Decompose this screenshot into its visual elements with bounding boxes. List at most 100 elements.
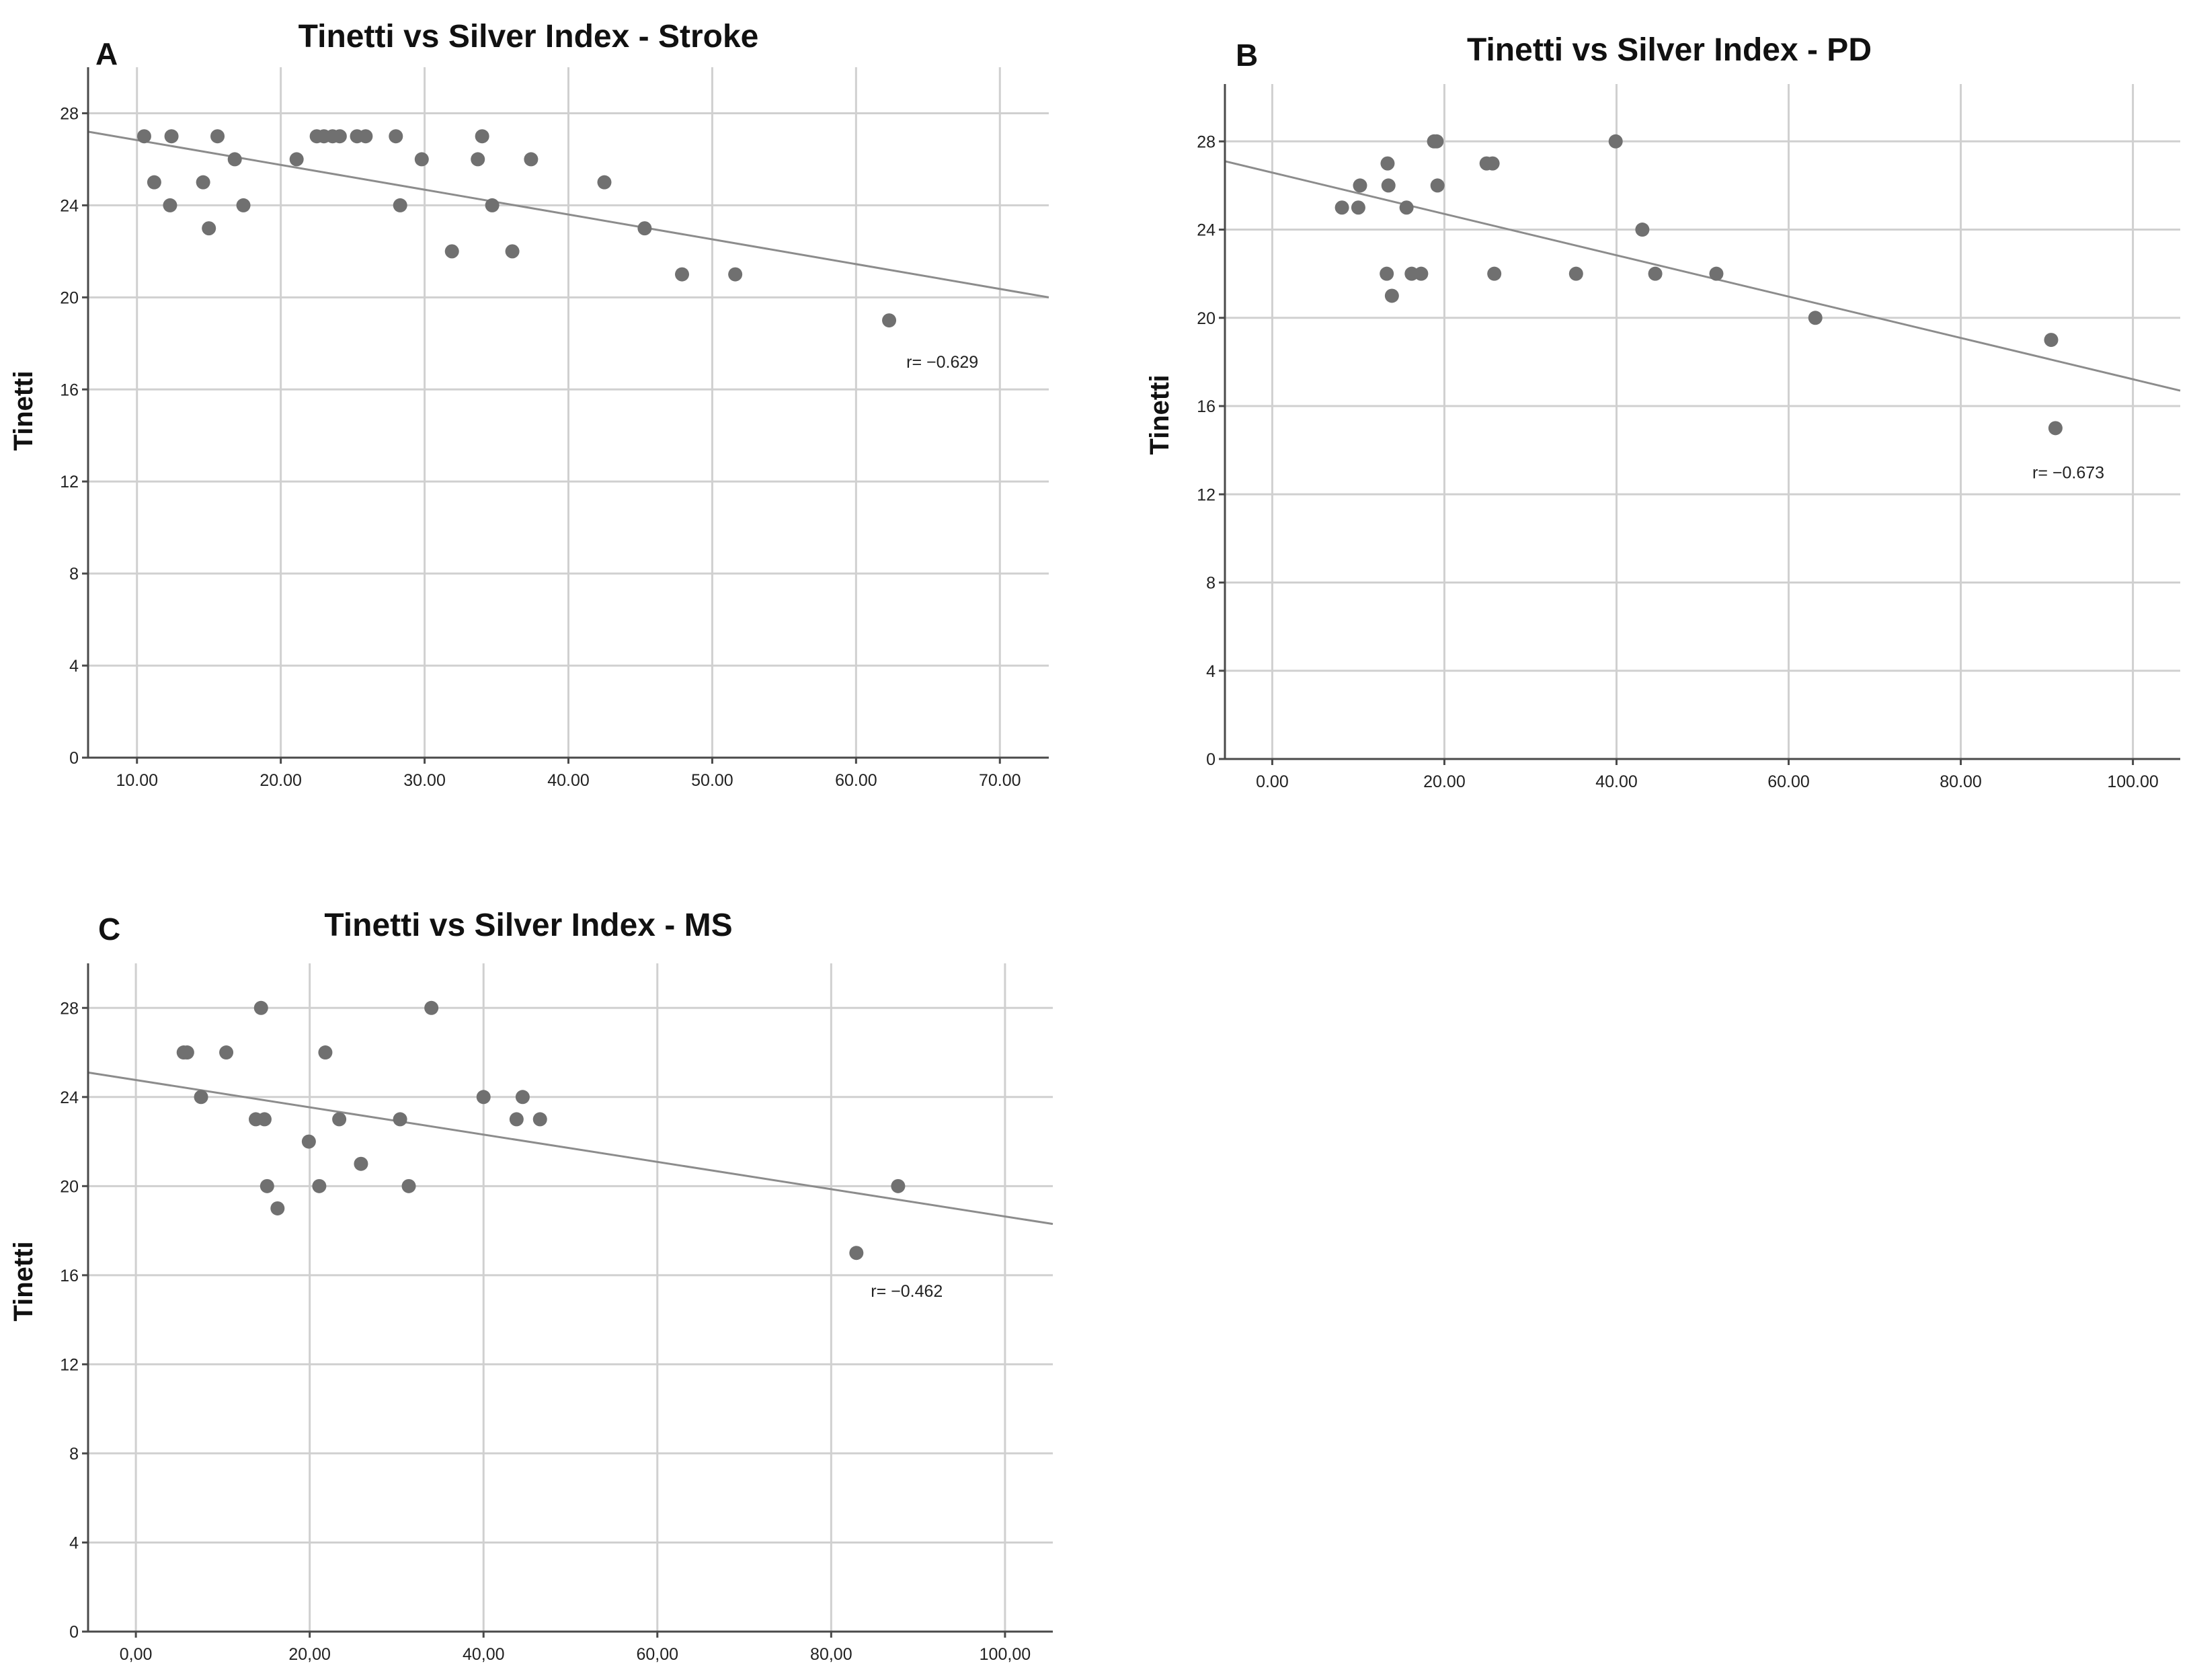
x-tick-labels-stroke: 10.00 20.00 30.00 40.00 50.00 60.00 70.00 bbox=[116, 758, 1021, 790]
data-point-pd bbox=[1485, 156, 1500, 171]
y-tick-label-ms: 16 bbox=[60, 1267, 79, 1285]
data-points-stroke bbox=[136, 129, 897, 328]
data-point-stroke bbox=[147, 175, 161, 190]
gridlines-stroke bbox=[88, 67, 1049, 758]
data-point-ms bbox=[332, 1112, 347, 1127]
data-point-ms bbox=[180, 1045, 194, 1060]
data-point-stroke bbox=[332, 129, 347, 144]
data-point-pd bbox=[1351, 200, 1365, 215]
data-point-pd bbox=[2044, 333, 2059, 348]
data-point-stroke bbox=[674, 267, 689, 282]
y-axis-label-pd: Tinetti bbox=[1145, 374, 1174, 454]
x-tick-labels-ms: 0,00 20,00 40,00 60,00 80,00 100,00 bbox=[120, 1632, 1031, 1664]
data-point-ms bbox=[354, 1156, 368, 1171]
data-point-stroke bbox=[358, 129, 373, 144]
x-tick-label-stroke: 50.00 bbox=[691, 771, 733, 790]
gridlines-pd bbox=[1225, 84, 2180, 759]
y-tick-labels-ms: 0 4 8 12 16 20 24 28 bbox=[60, 999, 88, 1642]
data-point-ms bbox=[891, 1178, 906, 1193]
y-tick-label-ms: 0 bbox=[69, 1623, 79, 1642]
data-point-stroke bbox=[136, 129, 151, 144]
y-axis-label-stroke: Tinetti bbox=[9, 370, 38, 450]
data-point-stroke bbox=[444, 244, 459, 259]
data-point-stroke bbox=[163, 198, 177, 212]
y-axis-label-ms: Tinetti bbox=[9, 1241, 38, 1321]
data-point-ms bbox=[301, 1134, 316, 1149]
panel-letter-c: C bbox=[98, 912, 120, 947]
y-tick-label-pd: 0 bbox=[1206, 750, 1216, 769]
x-tick-label-ms: 0,00 bbox=[120, 1645, 153, 1664]
x-tick-label-pd: 80.00 bbox=[1940, 772, 1982, 791]
y-tick-label-pd: 4 bbox=[1206, 662, 1216, 681]
data-points-pd bbox=[1334, 134, 2063, 436]
gridlines-ms bbox=[88, 963, 1053, 1632]
data-point-stroke bbox=[505, 244, 520, 259]
data-point-stroke bbox=[882, 313, 897, 328]
y-tick-label-stroke: 8 bbox=[69, 565, 79, 584]
x-tick-label-ms: 40,00 bbox=[463, 1645, 505, 1664]
data-point-stroke bbox=[475, 129, 489, 144]
x-tick-label-ms: 20,00 bbox=[288, 1645, 331, 1664]
data-point-pd bbox=[1380, 266, 1394, 281]
chart-panel-ms: C Tinetti vs Silver Index - MS Tinetti 0… bbox=[9, 908, 1053, 1664]
data-point-stroke bbox=[728, 267, 743, 282]
data-point-ms bbox=[401, 1178, 416, 1193]
data-point-stroke bbox=[597, 175, 612, 190]
x-tick-label-ms: 80,00 bbox=[810, 1645, 852, 1664]
data-point-pd bbox=[1648, 266, 1663, 281]
y-tick-label-ms: 12 bbox=[60, 1355, 79, 1374]
correlation-annotation-stroke: r= −0.629 bbox=[906, 353, 978, 372]
y-tick-label-pd: 28 bbox=[1197, 132, 1216, 151]
data-point-ms bbox=[219, 1045, 234, 1060]
data-point-stroke bbox=[485, 198, 500, 212]
chart-panel-pd: B Tinetti vs Silver Index - PD Tinetti 0… bbox=[1145, 32, 2181, 791]
y-tick-labels-pd: 0 4 8 12 16 20 24 28 bbox=[1197, 132, 1225, 769]
data-point-ms bbox=[393, 1112, 407, 1127]
x-tick-label-pd: 100.00 bbox=[2107, 772, 2158, 791]
y-tick-label-ms: 8 bbox=[69, 1445, 79, 1464]
data-point-ms bbox=[257, 1112, 272, 1127]
data-point-ms bbox=[260, 1178, 274, 1193]
y-tick-label-stroke: 28 bbox=[60, 104, 79, 123]
chart-panel-stroke: A Tinetti vs Silver Index - Stroke Tinet… bbox=[9, 19, 1049, 790]
y-tick-label-stroke: 24 bbox=[60, 196, 79, 215]
data-point-pd bbox=[1608, 134, 1623, 149]
y-tick-label-stroke: 4 bbox=[69, 657, 79, 676]
data-point-ms bbox=[532, 1112, 547, 1127]
data-point-ms bbox=[253, 1000, 268, 1015]
data-point-stroke bbox=[524, 152, 539, 167]
y-tick-label-pd: 24 bbox=[1197, 221, 1216, 240]
data-point-stroke bbox=[164, 129, 179, 144]
data-point-ms bbox=[849, 1246, 864, 1261]
data-point-pd bbox=[1709, 266, 1724, 281]
data-point-pd bbox=[2048, 421, 2063, 436]
x-tick-label-ms: 60,00 bbox=[636, 1645, 678, 1664]
data-point-stroke bbox=[289, 152, 304, 167]
x-tick-labels-pd: 0.00 20.00 40.00 60.00 80.00 100.00 bbox=[1256, 759, 2159, 791]
data-point-ms bbox=[270, 1201, 285, 1215]
y-tick-label-pd: 20 bbox=[1197, 309, 1216, 328]
axes-ms bbox=[87, 963, 1053, 1633]
x-tick-label-stroke: 60.00 bbox=[835, 771, 877, 790]
data-point-pd bbox=[1380, 156, 1395, 171]
y-tick-label-stroke: 12 bbox=[60, 473, 79, 491]
data-point-ms bbox=[318, 1045, 333, 1060]
data-point-pd bbox=[1430, 178, 1445, 193]
data-point-pd bbox=[1381, 178, 1396, 193]
data-point-pd bbox=[1808, 311, 1823, 325]
y-tick-label-ms: 4 bbox=[69, 1533, 79, 1552]
y-tick-label-pd: 16 bbox=[1197, 397, 1216, 416]
y-tick-label-ms: 24 bbox=[60, 1088, 79, 1107]
x-tick-label-pd: 60.00 bbox=[1767, 772, 1810, 791]
x-tick-label-ms: 100,00 bbox=[980, 1645, 1031, 1664]
x-tick-label-stroke: 20.00 bbox=[260, 771, 302, 790]
x-tick-label-pd: 40.00 bbox=[1595, 772, 1638, 791]
panel-letter-b: B bbox=[1236, 38, 1258, 73]
data-point-stroke bbox=[196, 175, 210, 190]
panel-letter-a: A bbox=[95, 36, 118, 71]
data-points-ms bbox=[176, 1000, 906, 1261]
x-tick-label-stroke: 30.00 bbox=[403, 771, 446, 790]
data-point-ms bbox=[476, 1090, 491, 1105]
y-tick-label-pd: 12 bbox=[1197, 485, 1216, 504]
